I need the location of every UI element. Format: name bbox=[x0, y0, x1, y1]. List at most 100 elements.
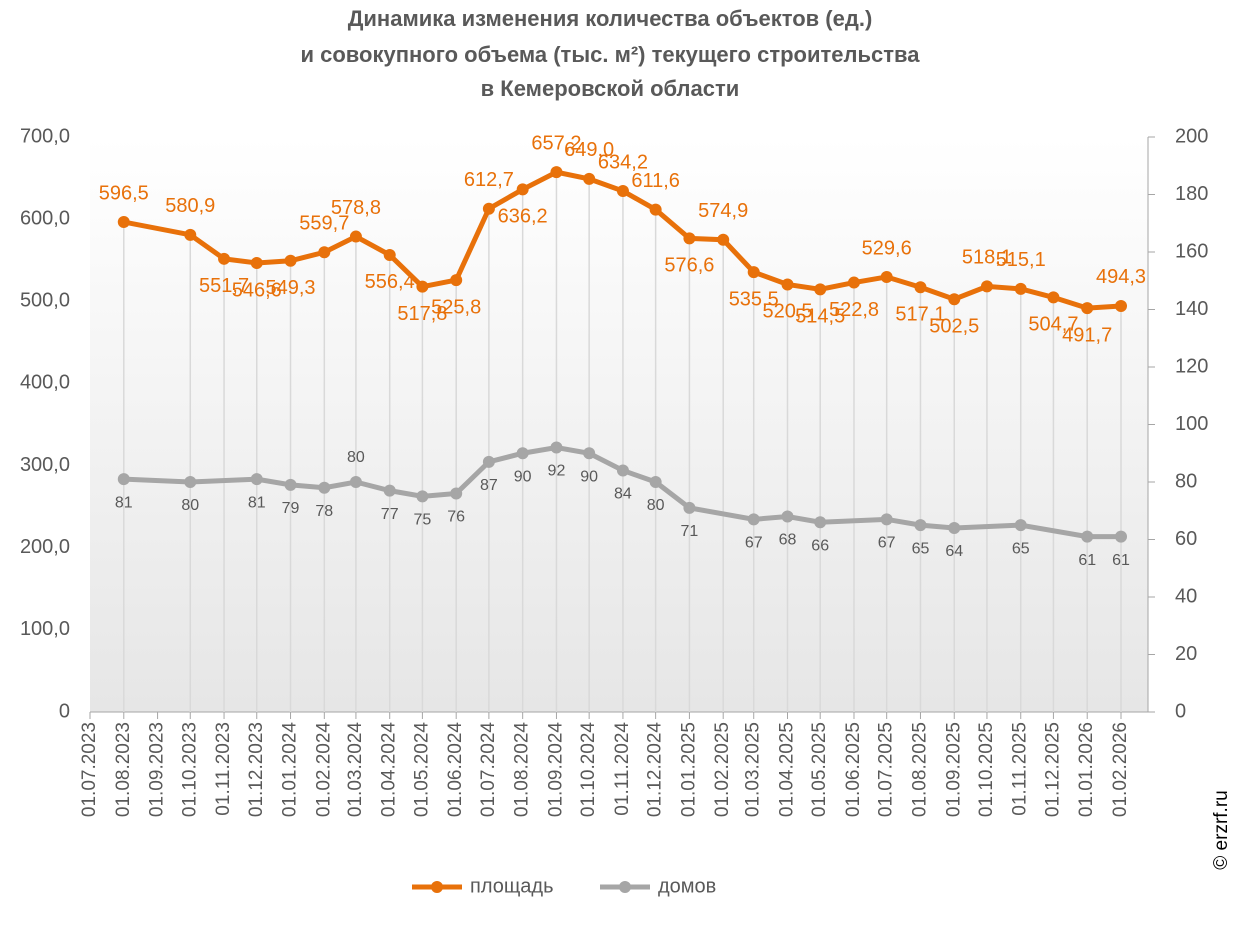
data-label: 556,4 bbox=[365, 271, 415, 293]
y-tick-label: 100,0 bbox=[20, 618, 70, 640]
x-tick-label: 01.12.2023 bbox=[246, 722, 267, 817]
data-label: 535,5 bbox=[729, 288, 779, 310]
x-tick-label: 01.06.2025 bbox=[843, 722, 864, 817]
x-tick-label: 01.05.2024 bbox=[411, 722, 432, 818]
data-label: 559,7 bbox=[299, 213, 349, 235]
data-label: 68 bbox=[779, 532, 797, 549]
y-tick-label: 600,0 bbox=[20, 207, 70, 229]
data-label: 520,5 bbox=[762, 301, 812, 323]
data-label: 525,8 bbox=[431, 296, 481, 318]
series-marker bbox=[184, 228, 197, 241]
data-label: 90 bbox=[580, 468, 598, 485]
x-tick-label: 01.10.2024 bbox=[578, 722, 599, 818]
data-label: 80 bbox=[347, 449, 365, 466]
data-label: 596,5 bbox=[99, 182, 149, 204]
data-label: 76 bbox=[447, 509, 465, 526]
chart-title: Динамика изменения количества объектов (… bbox=[348, 6, 873, 31]
series-marker bbox=[583, 172, 596, 185]
data-label: 549,3 bbox=[266, 277, 316, 299]
x-tick-label: 01.01.2025 bbox=[678, 722, 699, 817]
legend-label: домов bbox=[658, 875, 716, 897]
series-marker bbox=[550, 166, 563, 179]
x-tick-label: 01.11.2023 bbox=[213, 722, 234, 816]
data-label: 81 bbox=[248, 494, 266, 511]
series-marker bbox=[284, 478, 297, 491]
series-marker bbox=[349, 476, 362, 488]
x-tick-label: 01.10.2023 bbox=[179, 722, 200, 817]
plot-area bbox=[90, 137, 1148, 712]
data-label: 65 bbox=[1012, 540, 1030, 557]
x-tick-label: 01.02.2024 bbox=[313, 722, 334, 818]
data-label: 79 bbox=[282, 500, 300, 517]
series-marker bbox=[814, 283, 827, 296]
data-label: 576,6 bbox=[664, 255, 714, 277]
data-label: 611,6 bbox=[631, 170, 680, 192]
data-label: 67 bbox=[745, 535, 763, 552]
x-tick-label: 01.09.2024 bbox=[545, 722, 566, 818]
series-marker bbox=[450, 274, 463, 287]
series-marker bbox=[318, 481, 331, 494]
x-tick-label: 01.01.2026 bbox=[1076, 722, 1097, 817]
y2-tick-label: 100 bbox=[1175, 413, 1208, 435]
series-marker bbox=[847, 276, 860, 289]
legend-marker bbox=[619, 881, 631, 893]
series-marker bbox=[948, 293, 961, 306]
x-tick-label: 01.10.2025 bbox=[976, 722, 997, 817]
y-tick-label: 200,0 bbox=[20, 536, 70, 558]
series-marker bbox=[117, 216, 130, 229]
data-label: 580,9 bbox=[165, 195, 215, 217]
series-marker bbox=[550, 441, 563, 454]
x-tick-label: 01.03.2025 bbox=[743, 722, 764, 817]
series-marker bbox=[814, 516, 827, 529]
data-label: 80 bbox=[181, 497, 199, 514]
series-marker bbox=[1115, 530, 1127, 543]
series-marker bbox=[1014, 519, 1027, 532]
data-label: 90 bbox=[514, 468, 532, 485]
series-marker bbox=[349, 230, 362, 243]
y-tick-label: 500,0 bbox=[20, 290, 70, 312]
series-marker bbox=[482, 202, 495, 215]
data-label: 66 bbox=[811, 537, 829, 554]
x-tick-label: 01.05.2025 bbox=[809, 722, 830, 817]
series-marker bbox=[1047, 291, 1060, 304]
series-marker bbox=[482, 455, 495, 468]
x-tick-label: 01.07.2024 bbox=[478, 722, 499, 818]
y-tick-label: 300,0 bbox=[20, 454, 70, 476]
data-label: 578,8 bbox=[331, 197, 381, 219]
series-marker bbox=[980, 280, 993, 293]
x-tick-label: 01.04.2025 bbox=[777, 722, 798, 817]
x-tick-label: 01.12.2025 bbox=[1042, 722, 1063, 817]
series-marker bbox=[914, 519, 927, 532]
series-marker bbox=[583, 447, 596, 460]
y-tick-label: 700,0 bbox=[20, 125, 70, 147]
y2-tick-label: 180 bbox=[1175, 183, 1208, 205]
data-label: 71 bbox=[681, 523, 699, 540]
series-marker bbox=[616, 464, 629, 477]
data-label: 504,7 bbox=[1028, 314, 1078, 336]
data-label: 522,8 bbox=[829, 299, 879, 321]
y-tick-label: 0 bbox=[59, 700, 70, 722]
y-tick-label: 400,0 bbox=[20, 372, 70, 394]
x-tick-label: 01.11.2025 bbox=[1010, 722, 1031, 816]
x-tick-label: 01.11.2024 bbox=[612, 722, 633, 816]
data-label: 574,9 bbox=[698, 200, 748, 222]
data-label: 67 bbox=[878, 535, 896, 552]
data-label: 551,7 bbox=[199, 275, 249, 297]
series-marker bbox=[1081, 530, 1094, 543]
data-label: 61 bbox=[1112, 552, 1130, 569]
series-marker bbox=[914, 281, 927, 294]
series-marker bbox=[416, 490, 429, 503]
series-marker bbox=[516, 183, 529, 196]
data-label: 612,7 bbox=[464, 169, 514, 191]
series-marker bbox=[383, 248, 396, 261]
y2-tick-label: 200 bbox=[1175, 125, 1208, 147]
data-label: 517,1 bbox=[895, 304, 945, 326]
x-tick-label: 01.09.2025 bbox=[943, 722, 964, 817]
x-tick-label: 01.04.2024 bbox=[379, 722, 400, 818]
series-marker bbox=[649, 203, 662, 216]
data-label: 636,2 bbox=[498, 206, 548, 228]
data-label: 502,5 bbox=[929, 316, 979, 338]
data-label: 78 bbox=[315, 503, 333, 520]
data-label: 649,0 bbox=[564, 139, 614, 161]
series-marker bbox=[284, 254, 297, 267]
